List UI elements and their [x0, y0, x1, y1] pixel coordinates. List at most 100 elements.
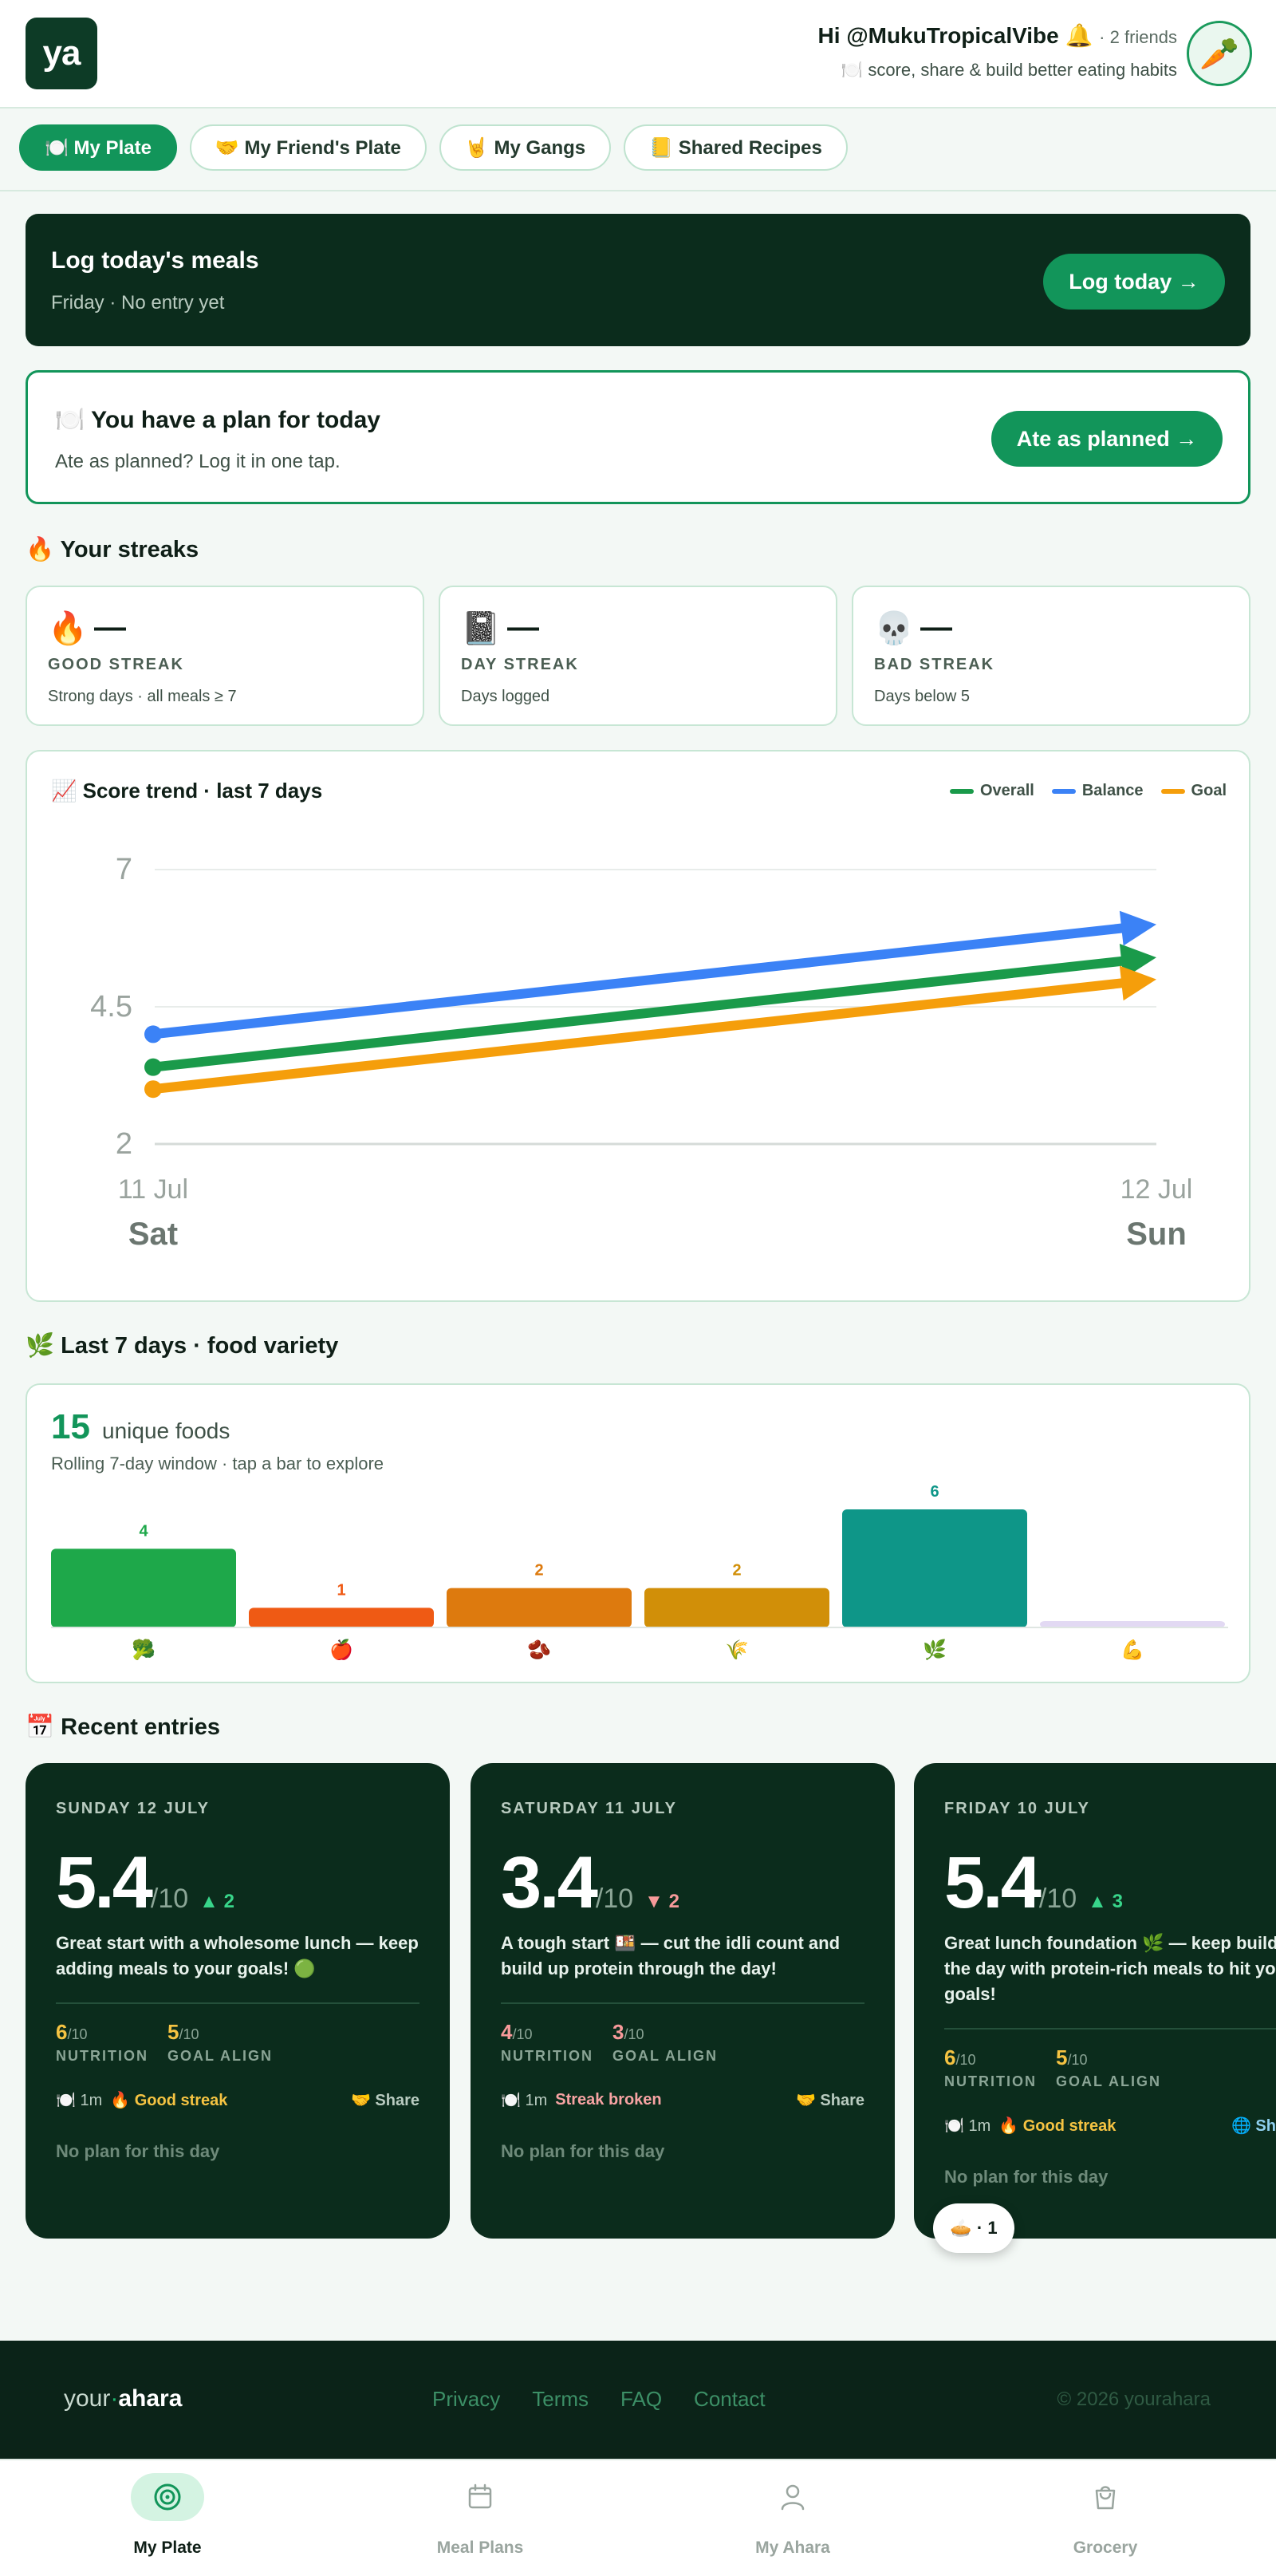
footer-logo-ahara: ahara — [118, 2385, 183, 2412]
entry-date: SUNDAY 12 JULY — [56, 1800, 210, 1817]
entry-score-value: 5.4 — [944, 1842, 1042, 1923]
app-logo[interactable]: ya — [26, 18, 97, 89]
nutrition-max: /10 — [512, 2026, 533, 2042]
no-plan-text: No plan for this day — [944, 2167, 1109, 2187]
nav-label: My Ahara — [755, 2539, 830, 2557]
legend-label-balance: Balance — [1081, 782, 1144, 799]
log-card-title: Log today's meals — [51, 247, 259, 274]
entry-streak-status: Streak broken — [555, 2091, 662, 2109]
variety-bar-value: 2 — [732, 1562, 741, 1580]
food-variety-card: 15 unique foods Rolling 7-day window · t… — [26, 1383, 1250, 1683]
recent-entries-title: 📅 Recent entries — [26, 1714, 221, 1740]
bad-streak-value: — — [920, 609, 952, 645]
x-day-label: Sat — [128, 1217, 178, 1252]
entry-score-max: /10 — [150, 1884, 189, 1914]
entry-date: SATURDAY 11 JULY — [501, 1800, 677, 1817]
entry-time: 🍽️ 1m — [56, 2092, 103, 2109]
floating-counter-pill[interactable]: 🥧 · 1 — [933, 2203, 1014, 2253]
footer-logo-dot: · — [110, 2385, 119, 2412]
entry-card-friday[interactable]: FRIDAY 10 JULY 5.4 /10 ▲ 3 Great lunch f… — [914, 1763, 1276, 2239]
entry-score-delta: ▲ 2 — [199, 1891, 234, 1912]
unique-foods-label: unique foods — [102, 1418, 230, 1443]
footer-link-privacy[interactable]: Privacy — [432, 2387, 501, 2411]
x-tick-label: 12 Jul — [1120, 1174, 1193, 1205]
nutrition-label: NUTRITION — [56, 2048, 148, 2064]
series-arrowhead-goal — [1119, 965, 1156, 1001]
goal-align-label: GOAL ALIGN — [167, 2048, 273, 2064]
day-streak-value: — — [507, 609, 539, 645]
entry-score-delta: ▼ 2 — [644, 1891, 679, 1912]
footer-logo[interactable]: your·ahara — [64, 2385, 182, 2412]
nav-my-ahara[interactable]: My Ahara — [636, 2460, 949, 2576]
entry-score-delta: ▲ 3 — [1088, 1891, 1123, 1912]
variety-bar — [51, 1548, 236, 1627]
tab-my-gangs[interactable]: 🤘 My Gangs — [439, 124, 612, 171]
site-footer: your·ahara Privacy Terms FAQ Contact © 2… — [0, 2341, 1276, 2459]
entry-score: 5.4 /10 ▲ 3 — [944, 1841, 1123, 1925]
tab-my-plate[interactable]: 🍽️ My Plate — [19, 124, 177, 171]
series-line-balance — [148, 923, 1130, 1039]
legend-label-goal: Goal — [1191, 782, 1227, 799]
shopping-bag-icon — [1069, 2473, 1142, 2521]
nav-label: Meal Plans — [436, 2539, 524, 2557]
bad-streak-card[interactable]: 💀 — BAD STREAK Days below 5 — [852, 586, 1250, 726]
entry-score: 5.4 /10 ▲ 2 — [56, 1841, 234, 1925]
entry-card-saturday[interactable]: SATURDAY 11 JULY 3.4 /10 ▼ 2 A tough sta… — [471, 1763, 895, 2239]
variety-bar — [447, 1588, 632, 1627]
footer-link-terms[interactable]: Terms — [532, 2387, 589, 2411]
share-button[interactable]: 🤝 Share — [795, 2092, 864, 2109]
entry-meta: 🍽️ 1m 🔥 Good streak — [944, 2116, 1116, 2136]
variety-bar-value: 4 — [139, 1522, 148, 1540]
nutrition-label: NUTRITION — [944, 2073, 1037, 2089]
nav-my-plate[interactable]: My Plate — [11, 2460, 324, 2576]
entry-card-sunday[interactable]: SUNDAY 12 JULY 5.4 /10 ▲ 2 Great start w… — [26, 1763, 450, 2239]
tab-friends-plate[interactable]: 🤝 My Friend's Plate — [189, 124, 427, 171]
goal-align-max: /10 — [624, 2026, 644, 2042]
nav-grocery[interactable]: Grocery — [949, 2460, 1262, 2576]
nav-label: My Plate — [133, 2539, 202, 2557]
goal-align-metric: 5/10 GOAL ALIGN — [167, 2020, 273, 2065]
entry-time: 🍽️ 1m — [944, 2117, 991, 2135]
user-icon — [756, 2473, 829, 2521]
entry-message: Great lunch foundation 🌿 — keep building… — [944, 1931, 1276, 2007]
entry-score-max: /10 — [1038, 1884, 1077, 1914]
goal-align-metric: 3/10 GOAL ALIGN — [612, 2020, 718, 2065]
friends-count[interactable]: · 2 friends — [1099, 27, 1177, 47]
variety-bar-value: 1 — [337, 1581, 345, 1599]
target-icon — [131, 2473, 204, 2521]
series-line-goal — [148, 977, 1130, 1095]
bad-streak-desc: Days below 5 — [874, 688, 971, 705]
series-point-goal — [144, 1080, 162, 1099]
tab-shared-recipes[interactable]: 📒 Shared Recipes — [624, 124, 848, 171]
good-streak-card[interactable]: 🔥 — GOOD STREAK Strong days · all meals … — [26, 586, 424, 726]
log-card-subtitle: Friday · No entry yet — [51, 292, 225, 314]
bottom-navigation: My Plate Meal Plans My Ahara — [0, 2459, 1276, 2576]
y-tick-label: 7 — [116, 853, 132, 886]
plan-card-subtitle: Ate as planned? Log it in one tap. — [55, 451, 341, 472]
bell-icon[interactable]: 🔔 — [1065, 23, 1093, 48]
share-button[interactable]: 🤝 Share — [350, 2092, 419, 2109]
variety-category-icon: 🫘 — [527, 1638, 551, 1661]
entry-message-text: Great lunch foundation 🌿 — keep building… — [944, 1933, 1276, 2004]
no-plan-text: No plan for this day — [56, 2141, 220, 2161]
tagline: 🍽️ score, share & build better eating ha… — [841, 60, 1177, 80]
footer-logo-your: your — [64, 2385, 111, 2412]
day-streak-card[interactable]: 📓 — DAY STREAK Days logged — [439, 586, 837, 726]
nutrition-max: /10 — [955, 2052, 976, 2068]
log-today-button[interactable]: Log today → — [1043, 254, 1225, 310]
avatar[interactable]: 🥕 — [1187, 21, 1252, 86]
day-streak-label: DAY STREAK — [461, 656, 579, 673]
footer-link-contact[interactable]: Contact — [694, 2387, 766, 2411]
nutrition-max: /10 — [67, 2026, 88, 2042]
nav-meal-plans[interactable]: Meal Plans — [324, 2460, 636, 2576]
plan-card-title: 🍽️ You have a plan for today — [55, 407, 380, 433]
ate-as-planned-button[interactable]: Ate as planned → — [991, 411, 1223, 467]
share-button[interactable]: 🌐 Share — [1231, 2117, 1276, 2135]
score-trend-chart[interactable]: 2 4.5 7 11 Jul Sat 12 Jul Sun — [27, 751, 1252, 1304]
notebook-icon: 📓 — [461, 611, 501, 646]
goal-align-max: /10 — [1067, 2052, 1088, 2068]
entry-score-value: 5.4 — [56, 1842, 153, 1923]
entry-message: A tough start 🍱 — cut the idli count and… — [501, 1933, 841, 1978]
skull-icon: 💀 — [874, 611, 914, 646]
footer-link-faq[interactable]: FAQ — [620, 2387, 663, 2411]
